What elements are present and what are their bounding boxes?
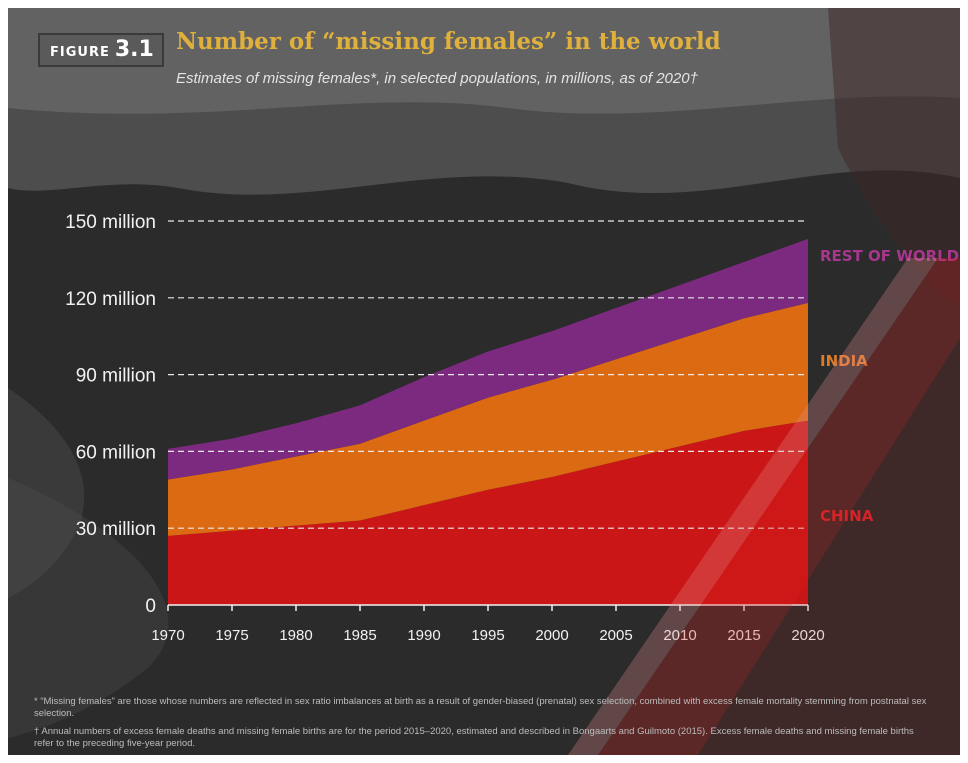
y-tick-label: 60 million	[76, 442, 156, 463]
area-layers	[168, 238, 808, 605]
y-tick-label: 30 million	[76, 519, 156, 540]
series-label-india: INDIA	[820, 352, 868, 370]
gridlines	[168, 220, 808, 529]
x-tick-label: 2005	[599, 627, 632, 644]
x-tick-label: 2010	[663, 627, 696, 644]
area-india	[168, 302, 808, 536]
figure-frame: FIGURE 3.1 Number of “missing females” i…	[8, 8, 960, 755]
chart-title: Number of “missing females” in the world	[176, 28, 721, 55]
y-tick-label: 90 million	[76, 366, 156, 387]
footnote-annual-numbers: † Annual numbers of excess female deaths…	[34, 726, 914, 749]
x-tick-label: 2000	[535, 627, 568, 644]
x-tick-label: 2020	[791, 627, 824, 644]
x-tick-label: 1995	[471, 627, 504, 644]
x-tick-label: 2015	[727, 627, 760, 644]
area-china	[168, 420, 808, 605]
figure-tag: FIGURE 3.1	[38, 33, 164, 67]
x-tick-label: 1990	[407, 627, 440, 644]
y-tick-label: 150 million	[65, 212, 156, 233]
area-rest-of-world	[168, 238, 808, 480]
x-axis: 1970 1975 1980 1985 1990 1995 2000 2005 2010 2015…	[151, 604, 825, 644]
chart-subtitle: Estimates of missing females*, in select…	[176, 70, 698, 87]
series-label-china: CHINA	[820, 507, 874, 525]
watermark	[568, 258, 960, 755]
series-labels: CHINA INDIA REST OF WORLD	[820, 247, 959, 525]
footnote-missing-females: * “Missing females” are those whose numb…	[34, 696, 927, 719]
y-tick-label: 120 million	[65, 289, 156, 310]
x-tick-label: 1975	[215, 627, 248, 644]
figure-number: 3.1	[114, 37, 154, 62]
y-axis: 0 30 million 60 million 90 million 120 milli…	[65, 212, 156, 617]
stacked-area-chart: 0 30 million 60 million 90 million 120 milli…	[65, 212, 960, 755]
y-tick-label: 0	[145, 596, 156, 617]
series-label-rest-of-world: REST OF WORLD	[820, 247, 959, 265]
x-tick-label: 1970	[151, 627, 184, 644]
figure-label: FIGURE	[50, 45, 110, 60]
x-tick-label: 1980	[279, 627, 312, 644]
x-tick-label: 1985	[343, 627, 376, 644]
